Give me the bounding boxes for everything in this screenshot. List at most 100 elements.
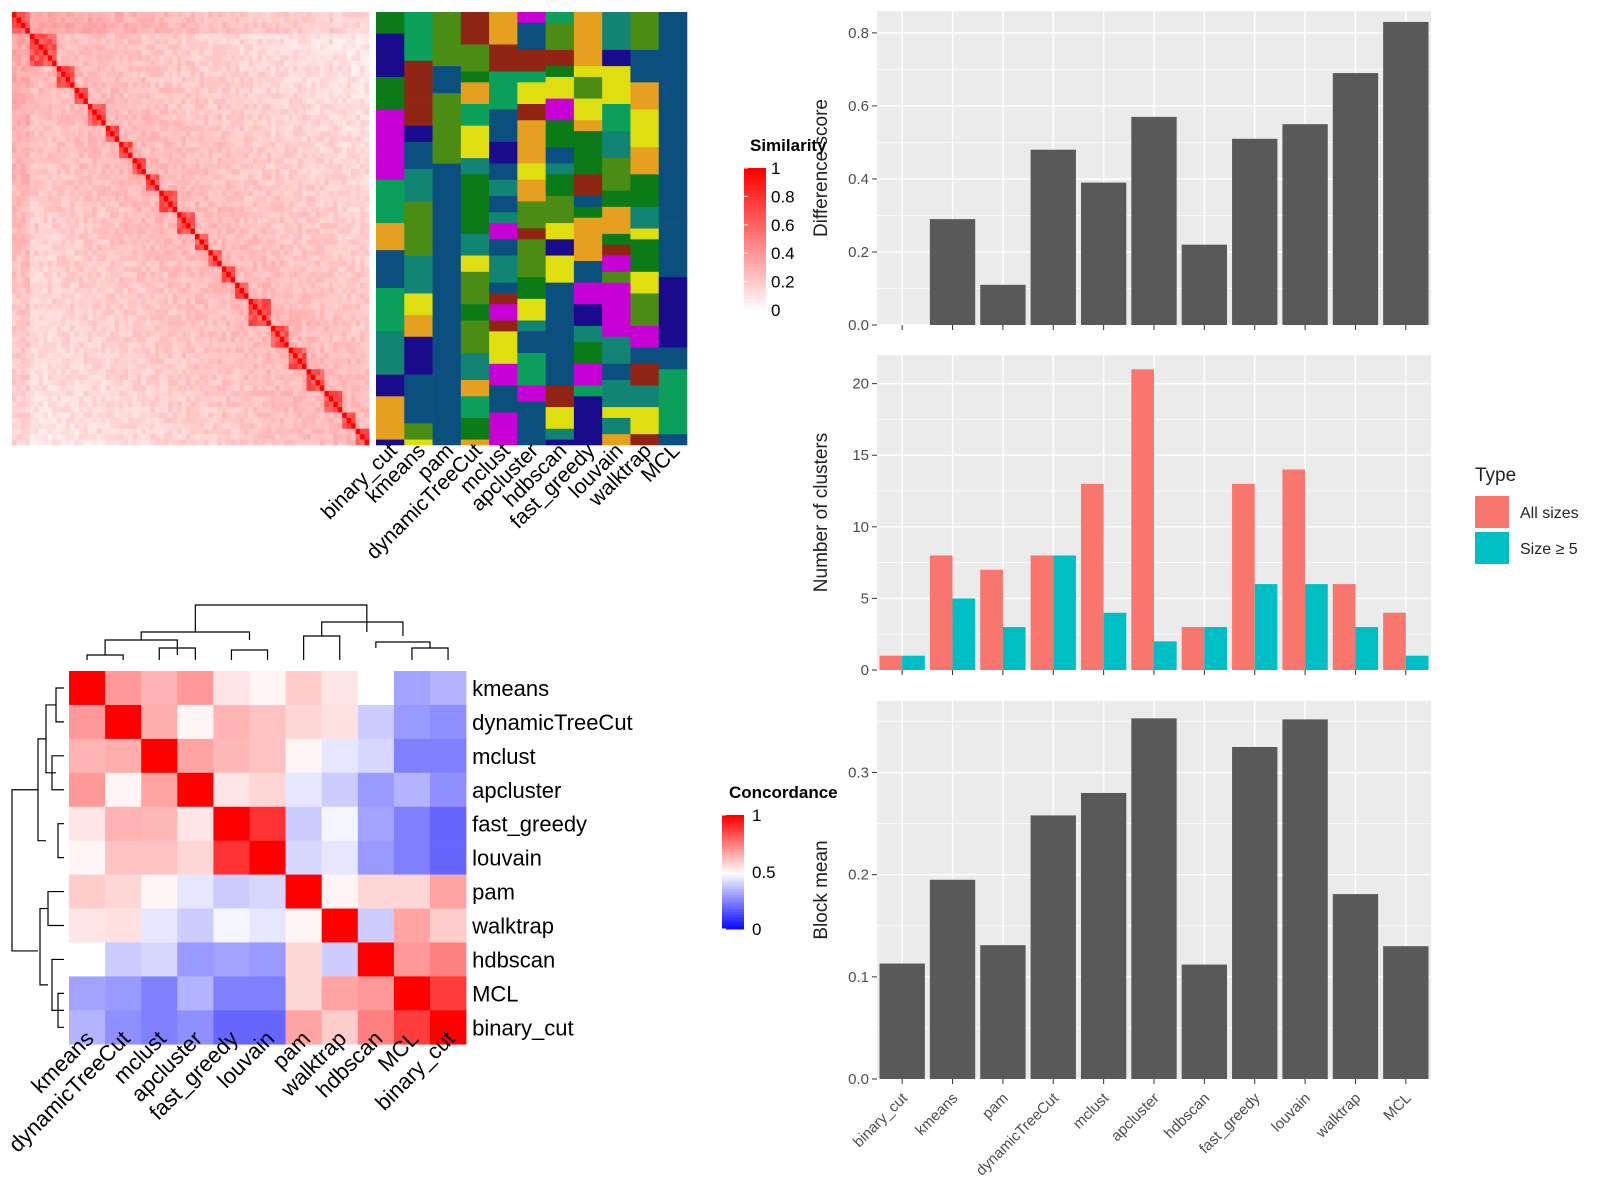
similarity-cell [38, 304, 44, 310]
similarity-cell [70, 271, 75, 278]
similarity-cell [235, 206, 240, 213]
similarity-cell [56, 228, 62, 235]
similarity-cell [110, 109, 115, 116]
similarity-cell [43, 87, 48, 94]
similarity-cell [177, 233, 182, 240]
similarity-cell [199, 217, 205, 224]
similarity-cell [275, 76, 281, 83]
similarity-cell [47, 49, 53, 56]
similarity-cell [346, 109, 352, 116]
similarity-cell [154, 212, 160, 218]
similarity-cell [119, 185, 124, 191]
similarity-cell [38, 179, 44, 186]
similarity-cell [34, 114, 40, 121]
similarity-cell [284, 152, 289, 159]
similarity-cell [150, 223, 156, 229]
similarity-cell [248, 168, 254, 175]
similarity-cell [145, 125, 151, 132]
similarity-cell [123, 174, 129, 181]
similarity-cell [351, 109, 356, 116]
similarity-cell [217, 185, 223, 191]
similarity-cell [261, 331, 267, 338]
similarity-cell [168, 282, 173, 289]
similarity-cell [364, 152, 370, 159]
similarity-cell [297, 55, 303, 62]
similarity-cell [230, 304, 236, 310]
similarity-cell [284, 141, 289, 148]
similarity-cell [226, 44, 231, 51]
similarity-cell [87, 28, 93, 34]
similarity-cell [110, 55, 115, 62]
similarity-cell [29, 255, 35, 262]
similarity-cell [315, 168, 321, 175]
similarity-cell [351, 190, 356, 197]
similarity-cell [194, 309, 200, 316]
similarity-cell [319, 22, 325, 29]
similarity-cell [346, 120, 352, 126]
similarity-cell [186, 320, 191, 327]
similarity-cell [275, 331, 281, 338]
similarity-cell [208, 223, 214, 229]
similarity-cell [119, 320, 124, 327]
similarity-cell [119, 66, 124, 72]
similarity-cell [199, 196, 205, 202]
similarity-cell [47, 136, 53, 143]
similarity-cell [221, 60, 227, 67]
similarity-cell [221, 206, 227, 213]
similarity-cell [65, 212, 71, 218]
similarity-cell [252, 136, 258, 143]
similarity-cell [190, 255, 196, 262]
similarity-cell [221, 163, 227, 170]
similarity-cell [315, 250, 321, 256]
similarity-cell [310, 331, 316, 338]
similarity-cell [288, 158, 294, 164]
similarity-cell [226, 76, 231, 83]
similarity-cell [150, 260, 156, 267]
similarity-cell [284, 331, 289, 338]
similarity-cell [279, 266, 285, 273]
similarity-cell [159, 336, 165, 343]
similarity-cell [194, 33, 200, 40]
similarity-cell [333, 39, 339, 45]
similarity-cell [324, 315, 330, 321]
similarity-cell [132, 217, 138, 224]
similarity-cell [333, 331, 339, 338]
similarity-cell [248, 179, 254, 186]
similarity-cell [186, 277, 191, 283]
similarity-cell [328, 342, 334, 348]
similarity-cell [315, 60, 321, 67]
similarity-cell [328, 271, 334, 278]
similarity-cell [212, 44, 218, 51]
similarity-cell [221, 141, 227, 148]
similarity-cell [163, 66, 169, 72]
similarity-cell [279, 168, 285, 175]
similarity-cell [177, 212, 182, 218]
similarity-cell [74, 304, 80, 310]
similarity-cell [83, 336, 89, 343]
similarity-cell [212, 141, 218, 148]
similarity-cell [275, 288, 281, 294]
similarity-cell [217, 55, 223, 62]
similarity-cell [163, 342, 169, 348]
similarity-cell [186, 114, 191, 121]
similarity-cell [293, 217, 298, 224]
similarity-cell [324, 174, 330, 181]
similarity-cell [230, 336, 236, 343]
similarity-cell [181, 114, 187, 121]
similarity-cell [186, 266, 191, 273]
similarity-cell [181, 217, 187, 224]
similarity-cell [123, 93, 129, 99]
similarity-cell [128, 93, 133, 99]
similarity-cell [177, 288, 182, 294]
similarity-cell [83, 190, 89, 197]
similarity-cell [235, 320, 240, 327]
similarity-cell [270, 55, 276, 62]
similarity-cell [168, 250, 173, 256]
similarity-cell [342, 28, 347, 34]
similarity-cell [270, 17, 276, 24]
similarity-cell [38, 190, 44, 197]
similarity-cell [239, 152, 245, 159]
similarity-cell [150, 244, 156, 251]
similarity-cell [288, 33, 294, 40]
similarity-cell [70, 342, 75, 348]
